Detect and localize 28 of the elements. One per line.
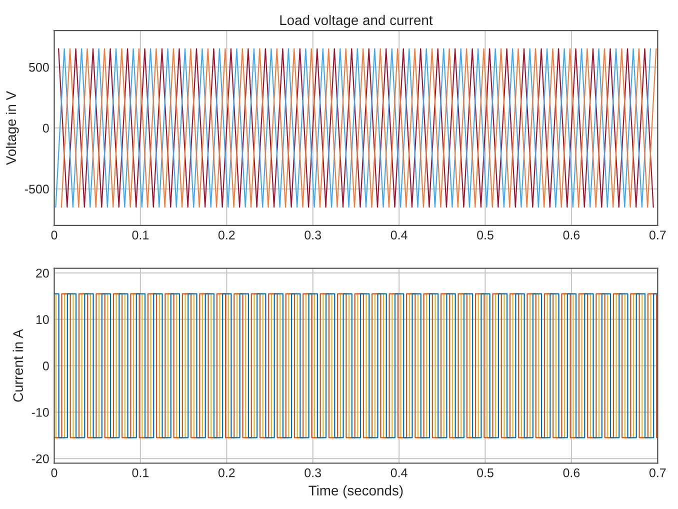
x-tick-label: 0.5 xyxy=(477,468,494,478)
y-tick-label: -20 xyxy=(32,454,49,464)
x-tick-label: 0.3 xyxy=(304,230,321,240)
chart-title: Load voltage and current xyxy=(280,14,433,28)
x-tick-label: 0.7 xyxy=(649,468,666,478)
y-tick-label: 10 xyxy=(36,315,49,324)
x-tick-label: 0.3 xyxy=(304,468,321,478)
x-tick-label: 0 xyxy=(51,230,58,240)
x-tick-label: 0 xyxy=(51,468,58,478)
y-tick-label: 20 xyxy=(36,268,49,278)
y-tick-label: 500 xyxy=(29,62,49,72)
x-tick-label: 0.2 xyxy=(218,468,235,478)
y-tick-label: -500 xyxy=(24,184,49,194)
x-tick-label: 0.1 xyxy=(132,230,149,240)
x-tick-label: 0.4 xyxy=(390,468,408,478)
y-tick-label: -10 xyxy=(32,408,49,417)
y-tick-label: 0 xyxy=(42,362,49,370)
y-axis-title: Current in A xyxy=(12,329,24,402)
y-tick-label: 0 xyxy=(42,124,49,133)
x-tick-label: 0.7 xyxy=(649,230,666,240)
x-tick-label: 0.5 xyxy=(477,230,494,240)
y-axis-title: Voltage in V xyxy=(6,90,19,165)
x-tick-label: 0.4 xyxy=(390,230,408,240)
x-tick-label: 0.1 xyxy=(132,468,149,478)
x-tick-label: 0.6 xyxy=(563,230,580,240)
x-axis-title: Time (seconds) xyxy=(308,485,403,498)
x-tick-label: 0.2 xyxy=(218,230,235,240)
x-tick-label: 0.6 xyxy=(563,468,580,478)
